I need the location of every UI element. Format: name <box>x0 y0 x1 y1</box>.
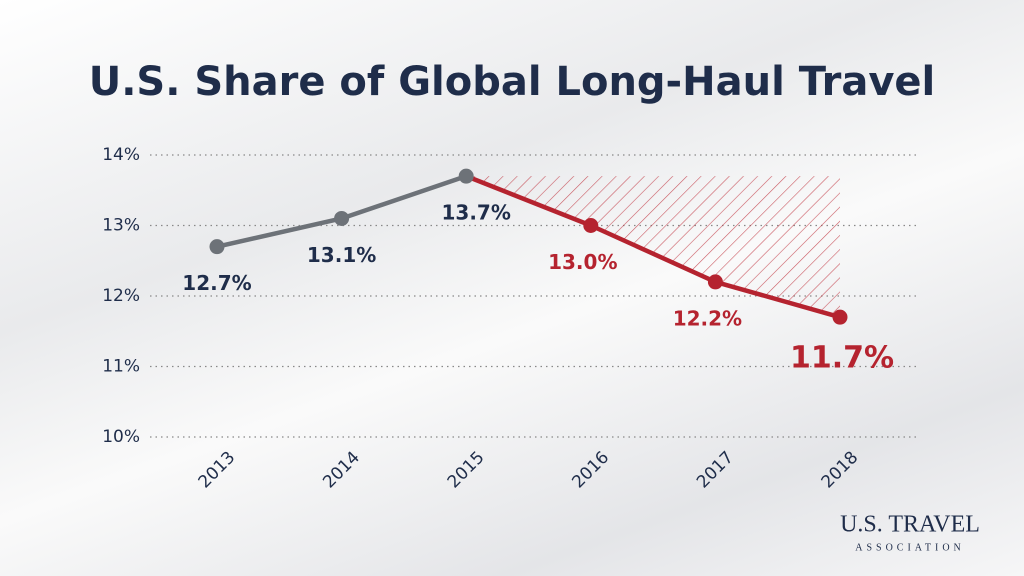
chart-title: U.S. Share of Global Long-Haul Travel <box>89 59 936 105</box>
y-tick-label: 11% <box>102 357 140 377</box>
line-segment <box>340 174 467 221</box>
y-tick-label: 10% <box>102 427 140 447</box>
point <box>334 210 350 226</box>
x-tick-label: 2016 <box>568 448 613 493</box>
x-tick-label: 2018 <box>818 448 863 493</box>
point <box>832 309 848 325</box>
value-label: 11.7% <box>790 341 894 376</box>
y-tick-label: 14% <box>102 145 140 165</box>
x-tick-label: 2014 <box>319 448 364 493</box>
logo-name: U.S. TRAVEL <box>840 512 980 538</box>
x-tick-label: 2013 <box>195 448 240 493</box>
value-label: 13.1% <box>307 243 376 267</box>
point <box>209 239 225 255</box>
value-label: 12.2% <box>673 306 742 330</box>
y-tick-label: 13% <box>102 216 140 236</box>
line-segment <box>465 174 592 228</box>
value-label: 12.7% <box>182 271 251 295</box>
x-tick-label: 2015 <box>444 448 489 493</box>
logo-sub: ASSOCIATION <box>855 542 965 553</box>
point <box>458 168 474 184</box>
x-tick-label: 2017 <box>693 448 738 493</box>
line-segment <box>589 223 717 284</box>
value-label: 13.7% <box>442 201 511 225</box>
point <box>583 218 599 233</box>
y-tick-label: 12% <box>102 286 140 306</box>
line-segment <box>216 216 343 249</box>
point <box>707 274 723 290</box>
line-segment <box>714 279 841 320</box>
value-label: 13.0% <box>548 250 617 274</box>
